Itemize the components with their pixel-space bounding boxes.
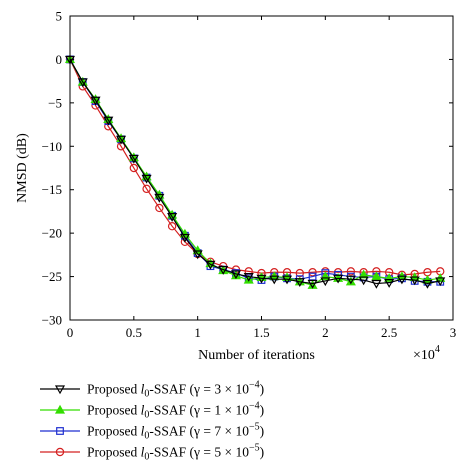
legend-entry-1: Proposed l0-SSAF (γ = 1 × 10−4) — [87, 401, 264, 421]
y-tick-label: −30 — [42, 313, 62, 328]
data-point-0-16 — [269, 275, 280, 285]
legend-params: -SSAF (γ = 5 × 10 — [149, 445, 249, 460]
data-point-3-19 — [308, 268, 317, 277]
series-line-2 — [69, 59, 441, 283]
legend-params: -SSAF (γ = 3 × 10 — [149, 382, 249, 397]
data-point-0-8 — [167, 213, 178, 222]
data-point-0-20 — [320, 277, 331, 287]
legend-exponent: −5 — [249, 443, 260, 454]
data-point-0-14 — [243, 272, 254, 282]
y-tick-label: −15 — [42, 182, 62, 197]
data-point-0-11 — [205, 260, 216, 270]
legend-marker-3 — [55, 447, 65, 457]
data-point-0-12 — [218, 266, 229, 275]
data-point-0-22 — [345, 275, 356, 285]
x-multiplier-exp: 4 — [435, 344, 440, 355]
y-tick-label: −10 — [42, 139, 62, 154]
data-point-0-23 — [358, 276, 369, 286]
y-tick-label: 5 — [56, 9, 63, 24]
data-point-3-7 — [155, 203, 164, 213]
series-line-0 — [69, 59, 441, 285]
data-point-0-7 — [154, 193, 165, 203]
x-tick-label: 0 — [67, 325, 74, 340]
series-line-3 — [69, 59, 441, 276]
legend-exponent: −5 — [249, 422, 260, 433]
data-point-0-15 — [256, 274, 267, 284]
legend-norm-subscript: 0 — [144, 431, 149, 442]
x-tick-label: 2 — [322, 325, 329, 340]
y-tick-label: −5 — [48, 95, 62, 110]
legend-prefix: Proposed — [87, 424, 141, 439]
legend-close: ) — [260, 403, 265, 418]
legend-params: -SSAF (γ = 1 × 10 — [149, 403, 249, 418]
legend-norm-symbol: l — [141, 424, 145, 439]
data-point-0-27 — [409, 276, 420, 286]
y-tick-label: −25 — [42, 269, 62, 284]
data-point-3-8 — [167, 221, 177, 231]
data-point-0-13 — [230, 270, 242, 280]
data-point-0-19 — [307, 279, 318, 289]
x-axis-label: Number of iterations — [198, 348, 315, 363]
legend-norm-subscript: 0 — [144, 389, 149, 400]
x-tick-label: 1 — [194, 325, 201, 340]
data-point-0-21 — [333, 274, 344, 284]
plot-area — [64, 54, 446, 289]
legend-prefix: Proposed — [87, 403, 141, 418]
data-point-0-2 — [90, 96, 101, 106]
y-tick-label: −20 — [42, 226, 62, 241]
legend-prefix: Proposed — [87, 445, 141, 460]
x-multiplier-base: ×10 — [413, 348, 435, 363]
data-point-0-18 — [294, 278, 305, 287]
legend-entry-2: Proposed l0-SSAF (γ = 7 × 10−5) — [87, 422, 264, 442]
data-point-0-28 — [422, 279, 433, 289]
x-tick-label: 3 — [450, 325, 457, 340]
legend-norm-subscript: 0 — [144, 410, 149, 421]
data-point-0-25 — [384, 279, 395, 288]
data-point-0-6 — [141, 174, 152, 184]
data-point-0-24 — [371, 279, 382, 289]
legend: Proposed l0-SSAF (γ = 3 × 10−4)Proposed … — [40, 380, 264, 463]
legend-exponent: −4 — [249, 380, 260, 391]
data-point-0-3 — [103, 116, 114, 126]
data-point-3-5 — [129, 163, 139, 173]
data-point-0-26 — [396, 275, 407, 285]
legend-entry-3: Proposed l0-SSAF (γ = 5 × 10−5) — [87, 443, 264, 463]
legend-norm-symbol: l — [141, 445, 145, 460]
data-point-3-6 — [142, 184, 151, 194]
data-point-0-29 — [435, 277, 446, 287]
legend-norm-symbol: l — [141, 382, 145, 397]
data-point-0-1 — [77, 78, 88, 88]
legend-close: ) — [260, 424, 265, 439]
data-point-2-19 — [308, 272, 317, 281]
legend-exponent: −4 — [249, 401, 260, 412]
legend-marker-2 — [56, 427, 64, 435]
legend-close: ) — [260, 445, 265, 460]
legend-marker-1 — [54, 404, 66, 414]
legend-entry-0: Proposed l0-SSAF (γ = 3 × 10−4) — [87, 380, 264, 400]
series-line-1 — [69, 59, 441, 286]
legend-prefix: Proposed — [87, 382, 141, 397]
data-point-0-10 — [192, 250, 203, 260]
x-tick-label: 0.5 — [126, 325, 142, 340]
y-axis-label: NMSD (dB) — [15, 133, 30, 203]
data-point-1-22 — [345, 276, 356, 286]
data-point-1-23 — [358, 269, 369, 279]
data-point-0-9 — [179, 233, 190, 243]
data-point-1-24 — [371, 271, 382, 281]
axes: 0 0.5 1 1.5 2 2.5 3 5 0 −5 −10 −15 −20 −25 −30 Number o… — [15, 9, 456, 364]
x-tick-label: 2.5 — [381, 325, 397, 340]
data-point-0-5 — [128, 154, 139, 164]
legend-marker-0 — [54, 385, 66, 395]
legend-norm-subscript: 0 — [144, 452, 149, 463]
data-point-0-17 — [281, 275, 293, 285]
legend-close: ) — [260, 382, 265, 397]
legend-norm-symbol: l — [141, 403, 145, 418]
x-axis-multiplier: ×104 — [413, 344, 440, 363]
data-point-0-4 — [116, 135, 127, 145]
y-tick-label: 0 — [56, 52, 63, 67]
legend-params: -SSAF (γ = 7 × 10 — [149, 424, 249, 439]
data-point-3-22 — [346, 267, 356, 276]
x-tick-label: 1.5 — [253, 325, 269, 340]
